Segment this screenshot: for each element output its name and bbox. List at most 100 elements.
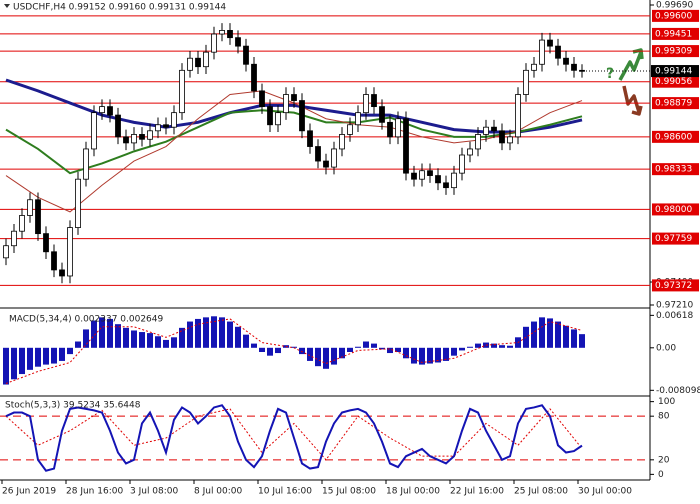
candle-body <box>467 148 473 156</box>
candle-body <box>11 230 17 247</box>
candle-body <box>259 90 265 108</box>
macd-bar <box>91 320 97 348</box>
candle-body <box>331 148 337 168</box>
macd-bar <box>35 347 41 367</box>
macd-bar <box>475 343 481 348</box>
macd-bar <box>379 347 385 350</box>
macd-bar <box>363 341 369 348</box>
macd-bar <box>267 347 273 356</box>
stoch-k <box>5 404 583 472</box>
candle-body <box>563 57 569 65</box>
level-label-bg <box>652 130 699 143</box>
candle-body <box>147 130 153 140</box>
candle-body <box>75 178 81 228</box>
macd-bar <box>275 347 281 354</box>
candle-body <box>83 148 89 180</box>
candle-body <box>403 118 409 174</box>
candle-body <box>475 134 481 150</box>
candle-body <box>203 51 209 68</box>
level-label: 0.98333 <box>655 165 692 175</box>
macd-bar <box>59 347 65 361</box>
last-price-bg <box>651 65 699 78</box>
candle-body <box>499 130 505 144</box>
y-tick-label: -0.008098 <box>656 386 700 396</box>
level-label: 0.99309 <box>655 47 692 57</box>
macd-bar <box>75 341 81 348</box>
price-panel: 0.996900.974000.972100.996000.994510.993… <box>0 1 699 311</box>
y-tick-label: 80 <box>658 412 670 422</box>
candle-body <box>195 57 201 68</box>
macd-bar <box>11 347 17 380</box>
macd-bar <box>579 334 585 348</box>
macd-bar <box>131 330 137 348</box>
annotation: ? <box>606 66 614 82</box>
macd-bar <box>491 343 497 348</box>
y-tick-label: 0.00 <box>656 343 676 353</box>
x-tick-label: 10 Jul 16:00 <box>258 487 312 497</box>
macd-signal <box>5 318 583 384</box>
macd-bar <box>259 347 265 352</box>
x-tick-label: 22 Jul 16:00 <box>450 487 504 497</box>
title-icon <box>4 4 10 8</box>
macd-bar <box>435 347 441 363</box>
candle-body <box>267 106 273 126</box>
level-label-bg <box>652 45 699 58</box>
y-tick-label: 0.97210 <box>656 301 693 311</box>
candle-body <box>235 37 241 47</box>
macd-bar <box>403 347 409 359</box>
level-label-bg <box>652 75 699 88</box>
macd-bar <box>83 329 89 348</box>
level-label: 0.97759 <box>655 234 692 244</box>
candle-body <box>115 114 121 138</box>
macd-bar <box>499 345 505 348</box>
candle-body <box>307 130 313 147</box>
x-tick-label: 18 Jul 00:00 <box>386 487 440 497</box>
candle-body <box>547 39 553 47</box>
macd-bar <box>187 321 193 348</box>
macd-bar <box>371 343 377 348</box>
macd-bar <box>331 347 337 365</box>
level-label-bg <box>652 203 699 216</box>
macd-bar <box>227 321 233 348</box>
macd-bar <box>67 347 73 355</box>
candle-body <box>363 94 369 114</box>
level-label-bg <box>652 232 699 245</box>
level-label: 0.99451 <box>655 29 692 39</box>
macd-bar <box>395 347 401 352</box>
x-tick-label: 25 Jul 08:00 <box>514 487 568 497</box>
y-tick-label: 0.00618 <box>656 311 693 321</box>
macd-bar <box>107 318 113 348</box>
candle-body <box>427 170 433 176</box>
candle-body <box>379 106 385 123</box>
macd-bar <box>531 321 537 348</box>
x-tick-label: 3 Jul 08:00 <box>130 487 179 497</box>
candle-body <box>459 154 465 174</box>
macd-bar <box>315 347 321 367</box>
candle-body <box>187 57 193 71</box>
level-label-bg <box>652 279 699 292</box>
x-tick-label: 28 Jun 16:00 <box>66 487 123 497</box>
macd-bar <box>443 347 449 361</box>
candle-body <box>483 126 489 135</box>
candle-body <box>51 251 57 271</box>
macd-bar <box>507 345 513 348</box>
y-tick-label: 0.99690 <box>656 1 693 11</box>
macd-bar <box>43 347 49 365</box>
macd-bar <box>27 347 33 370</box>
macd-bar <box>411 347 417 364</box>
macd-bar <box>123 327 129 348</box>
candle-body <box>371 94 377 108</box>
candle-body <box>59 269 65 277</box>
macd-bar <box>211 316 217 348</box>
candle-body <box>179 69 185 114</box>
candle-body <box>43 233 49 253</box>
macd-bar <box>235 326 241 348</box>
candle-body <box>291 94 297 101</box>
candle-body <box>531 63 537 71</box>
macd-bar <box>51 347 57 364</box>
last-price-label: 0.99144 <box>655 67 692 77</box>
macd-bar <box>307 347 313 361</box>
candle-body <box>123 136 129 144</box>
